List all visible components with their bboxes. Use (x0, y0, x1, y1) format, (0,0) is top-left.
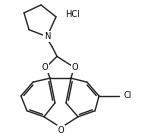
Text: O: O (58, 126, 64, 135)
Text: O: O (42, 63, 48, 72)
Text: HCl: HCl (65, 10, 79, 19)
Text: N: N (44, 32, 50, 41)
Text: O: O (72, 63, 78, 72)
Text: Cl: Cl (124, 92, 132, 101)
